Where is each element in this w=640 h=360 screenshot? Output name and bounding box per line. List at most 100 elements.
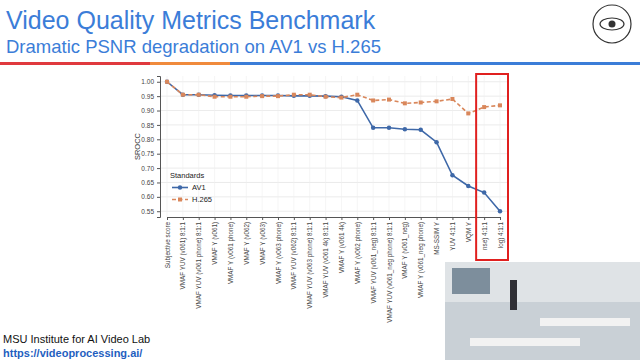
y-tick: 0.75 [141,150,160,157]
logo-ring [593,5,631,43]
series-marker [196,92,201,97]
series-marker [466,111,470,115]
video-inset [445,262,640,360]
series-marker [165,80,169,84]
y-tick-mark [157,82,160,83]
grid-line-x [468,76,469,217]
series-line [167,82,500,211]
y-tick-label: 0.55 [141,208,154,215]
x-tick-label: VMAF Y (v061 phone) [227,222,235,284]
y-tick-mark [157,197,160,198]
y-tick-mark [157,125,160,126]
x-axis-line [168,218,501,221]
series-marker [498,209,503,214]
series-marker [323,94,328,99]
y-tick-label: 0.70 [141,165,154,172]
inset-person [510,280,517,310]
x-tick-label: VMAF YUV (v061_neg phone) 8:1:1 [386,222,394,323]
grid-line-y [160,124,507,125]
x-tick-mark [452,217,453,220]
y-tick: 0.80 [141,136,160,143]
series-marker [466,184,471,189]
x-tick: VMAF YUV (v061 4k) 8:1:1 [322,217,330,298]
y-tick: 0.85 [141,121,160,128]
slide: Video Quality Metrics BenchmarkDramatic … [0,0,640,360]
y-tick: 0.65 [141,179,160,186]
grid-line-y [160,182,507,183]
x-tick-mark [230,217,231,220]
inset-screen [452,268,490,294]
x-tick: YUV 4:1:1 [449,217,456,251]
series-marker [181,92,186,97]
grid-line-x [484,76,485,217]
x-tick-mark [373,217,374,220]
series-marker [371,126,376,131]
x-tick-label: VMAF YUV (v062) 8:1:1 [290,222,298,290]
series-marker [308,93,312,97]
series-marker [244,95,248,99]
x-tick-label: VMAF YUV (v061 4k) 8:1:1 [322,222,330,298]
x-tick-label: VMAF Y (v061_neg phone) [417,222,425,298]
y-tick-label: 1.00 [141,78,154,85]
series-marker [403,101,407,105]
y-tick: 0.55 [141,208,160,215]
x-tick-label: VMAF Y (v062 phone) [354,222,362,284]
y-tick-label: 0.85 [141,121,154,128]
x-tick: VMAF Y (v061_neg) [401,217,409,279]
series-marker [276,94,280,98]
x-tick: VMAF Y (v062 phone) [354,217,362,284]
y-tick-label: 0.75 [141,150,154,157]
highlight-box [476,74,508,260]
y-tick: 0.60 [141,193,160,200]
x-tick-mark [183,217,184,220]
grid-line-x [420,76,421,217]
x-tick: nse) 4:1:1 [481,217,489,250]
grid-line-y [160,196,507,197]
y-tick: 1.00 [141,78,160,85]
slide-subtitle: Dramatic PSNR degradation on AV1 vs H.26… [6,36,381,57]
logo-eye [600,18,624,30]
footer-org: MSU Institute for AI Video Lab [3,333,150,345]
series-marker [181,93,185,97]
x-tick-mark [215,217,216,220]
x-tick-mark [389,217,390,220]
x-tick-mark [310,217,311,220]
stripe [150,62,230,65]
grid-line-y [160,139,507,140]
series-marker [450,97,454,101]
x-tick-mark [437,217,438,220]
series-marker [260,94,264,98]
series-marker [435,99,439,103]
x-tick-label: VMAF YUV (v061 phone) 8:1:1 [195,222,203,309]
series-marker [387,98,391,102]
x-tick: VMAF YUV (v063 phone) 8:1:1 [306,217,314,309]
y-tick-mark [157,168,160,169]
series-marker [434,140,439,145]
y-tick-label: 0.80 [141,136,154,143]
x-tick-label: VMAF YUV (v063 phone) 8:1:1 [306,222,314,309]
y-tick-label: 0.95 [141,93,154,100]
legend-title: Standards [170,171,204,180]
series-marker [307,94,312,99]
x-tick: log) 4:1:1 [497,217,505,248]
x-tick-mark [246,217,247,220]
x-tick-label: VMAF Y (v061_neg) [401,222,409,279]
x-tick-label: YUV 4:1:1 [449,222,456,251]
x-tick-mark [357,217,358,220]
series-marker [276,93,281,98]
x-tick-label: VMAF YUV (v061_neg) 8:1:1 [370,222,378,304]
y-axis: 0.550.600.650.700.750.800.850.900.951.00 [141,77,160,218]
x-tick-label: log) 4:1:1 [497,222,505,249]
x-tick-mark [341,217,342,220]
grid-line-x [500,76,501,217]
series-marker [213,95,217,99]
x-tick-label: MS-SSIM Y [433,221,440,255]
x-tick: VMAF Y (v061 4k) [338,217,346,273]
grid-line-x [167,76,168,217]
x-tick-mark [326,217,327,220]
series-marker [355,93,359,97]
logo-pupil [609,21,616,28]
x-tick-mark [421,217,422,220]
x-tick-label: VMAF YUV (v061) 8:1:1 [179,222,187,290]
x-tick: VMAF Y (v061) [211,217,219,265]
